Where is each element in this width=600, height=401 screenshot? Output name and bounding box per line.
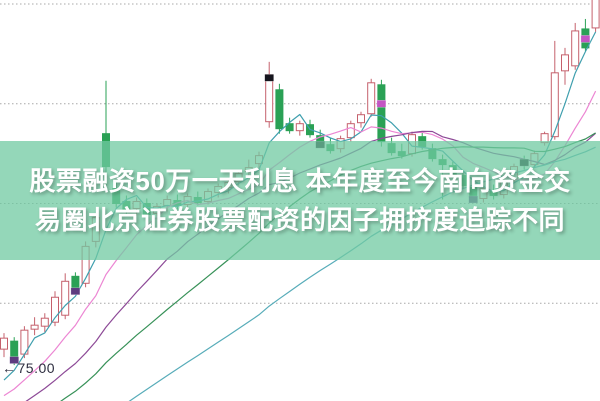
candlestick (0, 333, 8, 358)
headline-line-1: 股票融资50万一天利息 本年度至今南向资金交 (29, 165, 571, 196)
candlestick (561, 47, 569, 85)
candlestick (275, 83, 284, 134)
headline-overlay-band: 股票融资50万一天利息 本年度至今南向资金交 易圈北京证券股票配资的因子拥挤度追… (0, 141, 600, 260)
candlestick (571, 22, 580, 70)
candlestick (367, 78, 376, 117)
candlestick (295, 120, 304, 136)
candlestick (40, 313, 49, 333)
signal-marker-purple (70, 287, 81, 296)
signal-marker-purple (9, 356, 19, 364)
signal-marker-magenta (580, 35, 591, 43)
candlestick (591, 0, 600, 32)
signal-marker-black (264, 74, 274, 82)
candlestick (357, 111, 365, 128)
candlestick (285, 117, 294, 134)
candlestick (61, 273, 70, 320)
candlestick (550, 40, 559, 140)
headline-line-2: 易圈北京证券股票配资的因子拥挤度追踪不同 (34, 204, 565, 235)
left-arrow-icon: ← (2, 360, 17, 376)
signal-marker-magenta (376, 99, 387, 108)
candlestick (265, 61, 274, 128)
price-annotation-value: 75.00 (17, 360, 56, 376)
candlestick (377, 79, 386, 147)
candlestick (51, 291, 59, 327)
price-annotation: ←75.00 (2, 360, 55, 376)
candlestick (346, 120, 355, 142)
candlestick (30, 317, 39, 336)
